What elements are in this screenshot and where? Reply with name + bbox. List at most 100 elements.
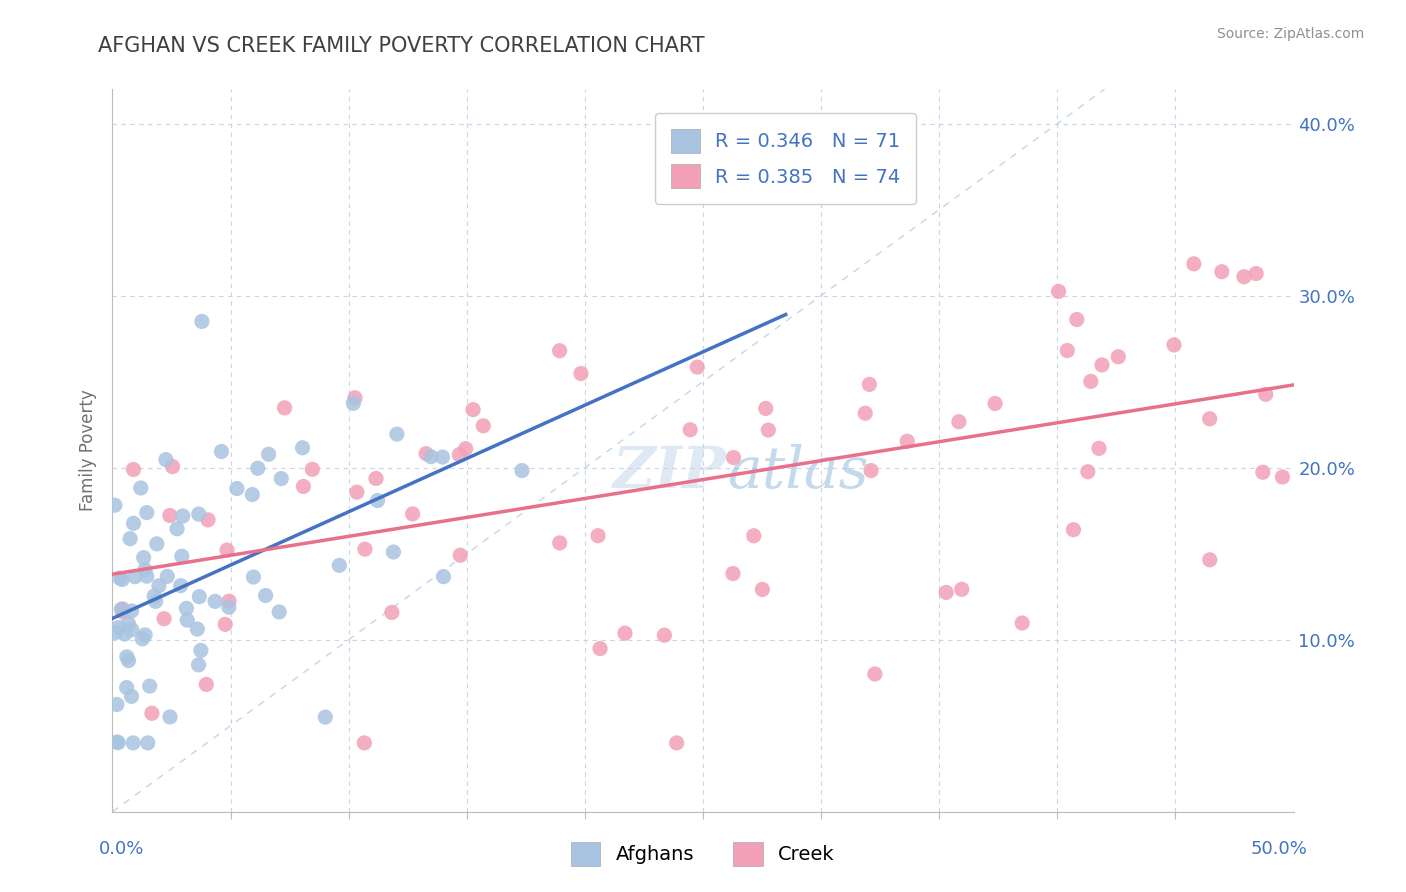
- Point: [665, 736, 688, 750]
- Point: [172, 508, 194, 523]
- Point: [269, 605, 291, 619]
- Point: [257, 447, 280, 461]
- Point: [136, 736, 159, 750]
- Point: [343, 391, 366, 405]
- Point: [111, 573, 134, 587]
- Point: [191, 314, 214, 328]
- Point: [148, 579, 170, 593]
- Point: [1077, 465, 1099, 479]
- Point: [104, 498, 127, 512]
- Point: [1066, 312, 1088, 326]
- Point: [1254, 387, 1277, 401]
- Point: [548, 536, 571, 550]
- Point: [896, 434, 918, 449]
- Point: [1271, 470, 1294, 484]
- Point: [156, 569, 179, 583]
- Point: [1080, 375, 1102, 389]
- Point: [1163, 338, 1185, 352]
- Point: [105, 735, 128, 749]
- Point: [510, 464, 533, 478]
- Point: [141, 706, 163, 721]
- Point: [755, 401, 778, 416]
- Point: [134, 628, 156, 642]
- Point: [104, 625, 127, 640]
- Point: [354, 542, 377, 557]
- Text: 50.0%: 50.0%: [1251, 840, 1308, 858]
- Point: [586, 529, 609, 543]
- Point: [984, 396, 1007, 410]
- Point: [117, 616, 139, 631]
- Point: [195, 677, 218, 691]
- Point: [950, 582, 973, 597]
- Point: [420, 450, 443, 464]
- Point: [197, 513, 219, 527]
- Point: [367, 493, 389, 508]
- Point: [121, 623, 143, 637]
- Point: [415, 447, 437, 461]
- Point: [131, 632, 153, 646]
- Point: [569, 367, 592, 381]
- Point: [1244, 267, 1267, 281]
- Point: [364, 471, 387, 485]
- Point: [121, 604, 143, 618]
- Point: [432, 450, 454, 464]
- Point: [120, 532, 142, 546]
- Point: [132, 550, 155, 565]
- Point: [134, 563, 156, 577]
- Point: [328, 558, 350, 573]
- Point: [863, 667, 886, 681]
- Point: [111, 602, 134, 616]
- Point: [215, 543, 238, 558]
- Point: [461, 402, 484, 417]
- Point: [935, 585, 957, 599]
- Point: [756, 423, 779, 437]
- Point: [381, 606, 404, 620]
- Point: [401, 507, 423, 521]
- Point: [187, 507, 209, 521]
- Point: [449, 548, 471, 562]
- Point: [120, 690, 142, 704]
- Point: [270, 472, 292, 486]
- Point: [124, 570, 146, 584]
- Point: [654, 628, 676, 642]
- Point: [111, 605, 134, 619]
- Legend: Afghans, Creek: Afghans, Creek: [564, 834, 842, 873]
- Point: [346, 485, 368, 500]
- Point: [1182, 257, 1205, 271]
- Point: [153, 612, 176, 626]
- Point: [751, 582, 773, 597]
- Point: [1062, 523, 1084, 537]
- Point: [187, 657, 209, 672]
- Point: [110, 602, 132, 616]
- Point: [105, 698, 128, 712]
- Point: [721, 566, 744, 581]
- Point: [686, 360, 709, 375]
- Point: [135, 506, 157, 520]
- Point: [146, 537, 169, 551]
- Point: [1011, 615, 1033, 630]
- Point: [115, 649, 138, 664]
- Point: [170, 579, 193, 593]
- Point: [292, 479, 315, 493]
- Point: [385, 427, 408, 442]
- Point: [314, 710, 336, 724]
- Point: [1056, 343, 1078, 358]
- Point: [353, 736, 375, 750]
- Point: [122, 516, 145, 531]
- Text: atlas: atlas: [727, 444, 869, 500]
- Point: [860, 463, 883, 477]
- Point: [138, 679, 160, 693]
- Point: [218, 594, 240, 608]
- Point: [214, 617, 236, 632]
- Point: [145, 594, 167, 608]
- Text: Source: ZipAtlas.com: Source: ZipAtlas.com: [1216, 27, 1364, 41]
- Point: [108, 620, 131, 634]
- Point: [143, 589, 166, 603]
- Legend: R = 0.346   N = 71, R = 0.385   N = 74: R = 0.346 N = 71, R = 0.385 N = 74: [655, 113, 917, 203]
- Point: [225, 482, 247, 496]
- Point: [188, 590, 211, 604]
- Point: [218, 600, 240, 615]
- Point: [107, 736, 129, 750]
- Point: [204, 594, 226, 608]
- Point: [108, 571, 131, 585]
